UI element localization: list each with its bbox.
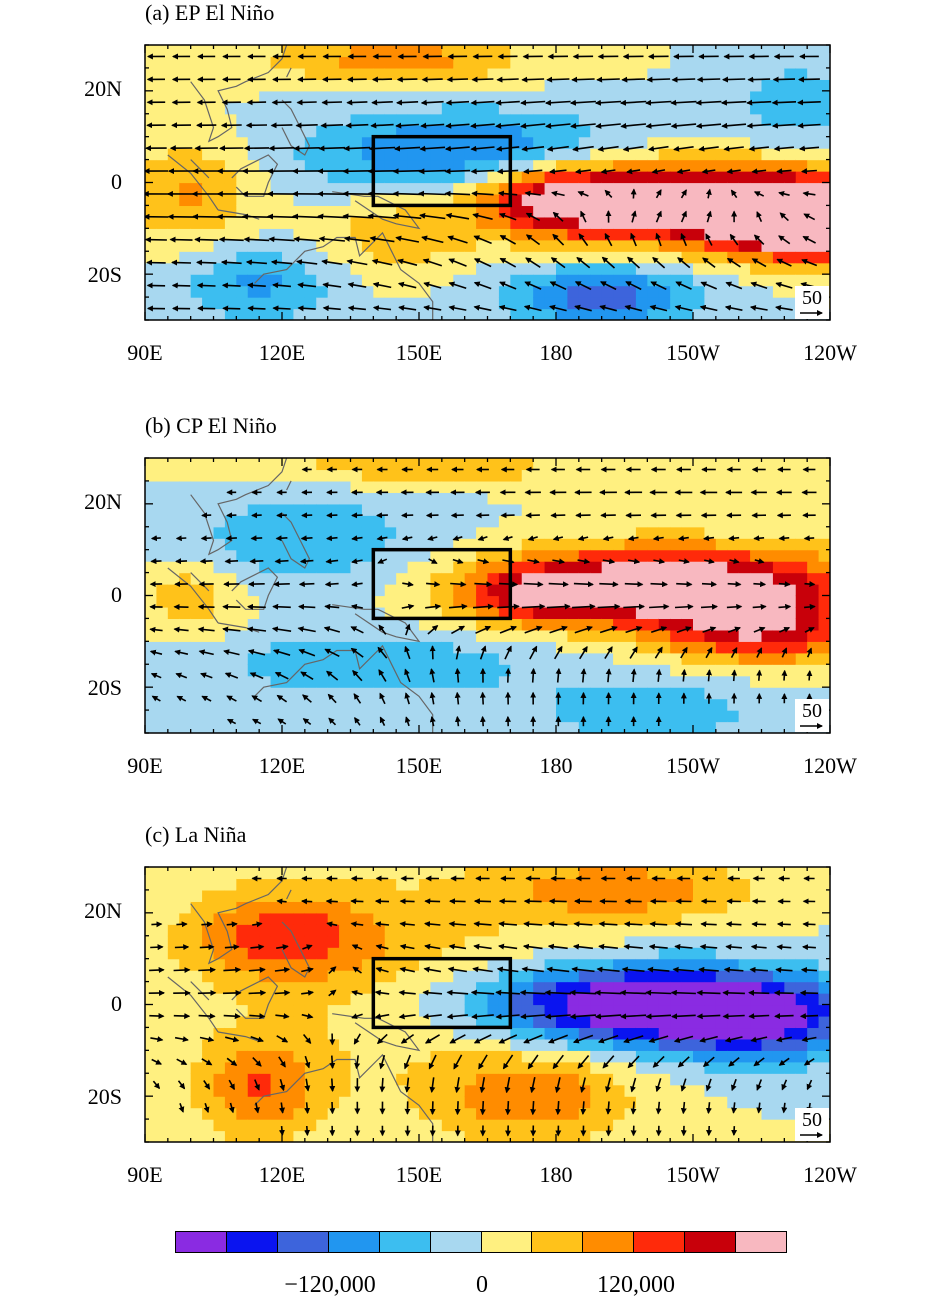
panel-title: (a) EP El Niño bbox=[145, 0, 275, 25]
colorbar-segment bbox=[634, 1232, 686, 1252]
region-box bbox=[371, 547, 513, 621]
wind-vectors bbox=[149, 466, 817, 727]
x-tick-label: 120E bbox=[258, 753, 306, 778]
x-tick-label: 90E bbox=[127, 1162, 163, 1187]
panel-cp-el-nino: (b) CP El Niño 20N 0 20S 90E 120E 150E 1… bbox=[0, 413, 945, 813]
wind-vectors bbox=[148, 875, 819, 1137]
colorbar-segment bbox=[328, 1232, 380, 1252]
x-tick-label: 150W bbox=[666, 340, 720, 365]
x-tick-label: 180 bbox=[539, 753, 573, 778]
y-tick-label: 20S bbox=[87, 262, 122, 287]
colorbar-segment bbox=[226, 1232, 278, 1252]
colorbar-segment bbox=[176, 1232, 227, 1252]
x-tick-label: 150E bbox=[395, 340, 443, 365]
colorbar-segment bbox=[430, 1232, 482, 1252]
x-tick-label: 180 bbox=[539, 340, 573, 365]
region-box bbox=[371, 956, 513, 1030]
colorbar-segment bbox=[379, 1232, 431, 1252]
x-tick-label: 120E bbox=[258, 340, 306, 365]
y-tick-label: 20N bbox=[84, 489, 122, 514]
x-tick-label: 150W bbox=[666, 753, 720, 778]
y-tick-label: 20S bbox=[87, 675, 122, 700]
region-box bbox=[371, 134, 513, 208]
coastlines bbox=[167, 45, 434, 320]
x-tick-label: 120E bbox=[258, 1162, 306, 1187]
reference-vector-label: 50 bbox=[795, 1110, 829, 1130]
shaded-field bbox=[145, 458, 830, 733]
y-tick-label: 0 bbox=[111, 991, 122, 1016]
x-tick-label: 180 bbox=[539, 1162, 573, 1187]
x-tick-label: 120W bbox=[803, 753, 857, 778]
colorbar-segment bbox=[736, 1232, 787, 1252]
y-tick-label: 20N bbox=[84, 898, 122, 923]
y-tick-label: 0 bbox=[111, 169, 122, 194]
shaded-field bbox=[145, 867, 830, 1142]
colorbar bbox=[175, 1231, 787, 1253]
reference-vector-label: 50 bbox=[795, 701, 829, 721]
panel-ep-el-nino: (a) EP El Niño 20N 0 20S 90E 120E 150E 1… bbox=[0, 0, 945, 400]
x-tick-label: 90E bbox=[127, 753, 163, 778]
axis-ticks bbox=[144, 44, 831, 321]
colorbar-segment bbox=[277, 1232, 329, 1252]
y-tick-label: 0 bbox=[111, 582, 122, 607]
colorbar-segment bbox=[685, 1232, 737, 1252]
x-tick-label: 120W bbox=[803, 340, 857, 365]
panel-title: (b) CP El Niño bbox=[145, 413, 277, 438]
reference-vector-label: 50 bbox=[795, 288, 829, 308]
y-tick-label: 20S bbox=[87, 1084, 122, 1109]
x-tick-label: 90E bbox=[127, 340, 163, 365]
colorbar-segment bbox=[583, 1232, 635, 1252]
colorbar-label: 0 bbox=[476, 1272, 488, 1298]
colorbar-segment bbox=[532, 1232, 584, 1252]
panel-title: (c) La Niña bbox=[145, 822, 247, 847]
colorbar-segment bbox=[481, 1232, 533, 1252]
shaded-field bbox=[145, 45, 830, 320]
y-tick-label: 20N bbox=[84, 76, 122, 101]
panel-la-nina: (c) La Niña 20N 0 20S 90E 120E 150E 180 … bbox=[0, 822, 945, 1222]
coastlines bbox=[167, 867, 434, 1142]
x-tick-label: 150W bbox=[666, 1162, 720, 1187]
map-plot bbox=[144, 44, 831, 321]
x-tick-label: 150E bbox=[395, 1162, 443, 1187]
colorbar-label: −120,000 bbox=[284, 1272, 376, 1298]
x-tick-label: 150E bbox=[395, 753, 443, 778]
coastlines bbox=[167, 458, 434, 733]
colorbar-label: 120,000 bbox=[597, 1272, 675, 1298]
wind-vectors bbox=[145, 53, 821, 312]
x-tick-label: 120W bbox=[803, 1162, 857, 1187]
map-plot bbox=[144, 457, 831, 734]
map-plot bbox=[144, 866, 831, 1143]
